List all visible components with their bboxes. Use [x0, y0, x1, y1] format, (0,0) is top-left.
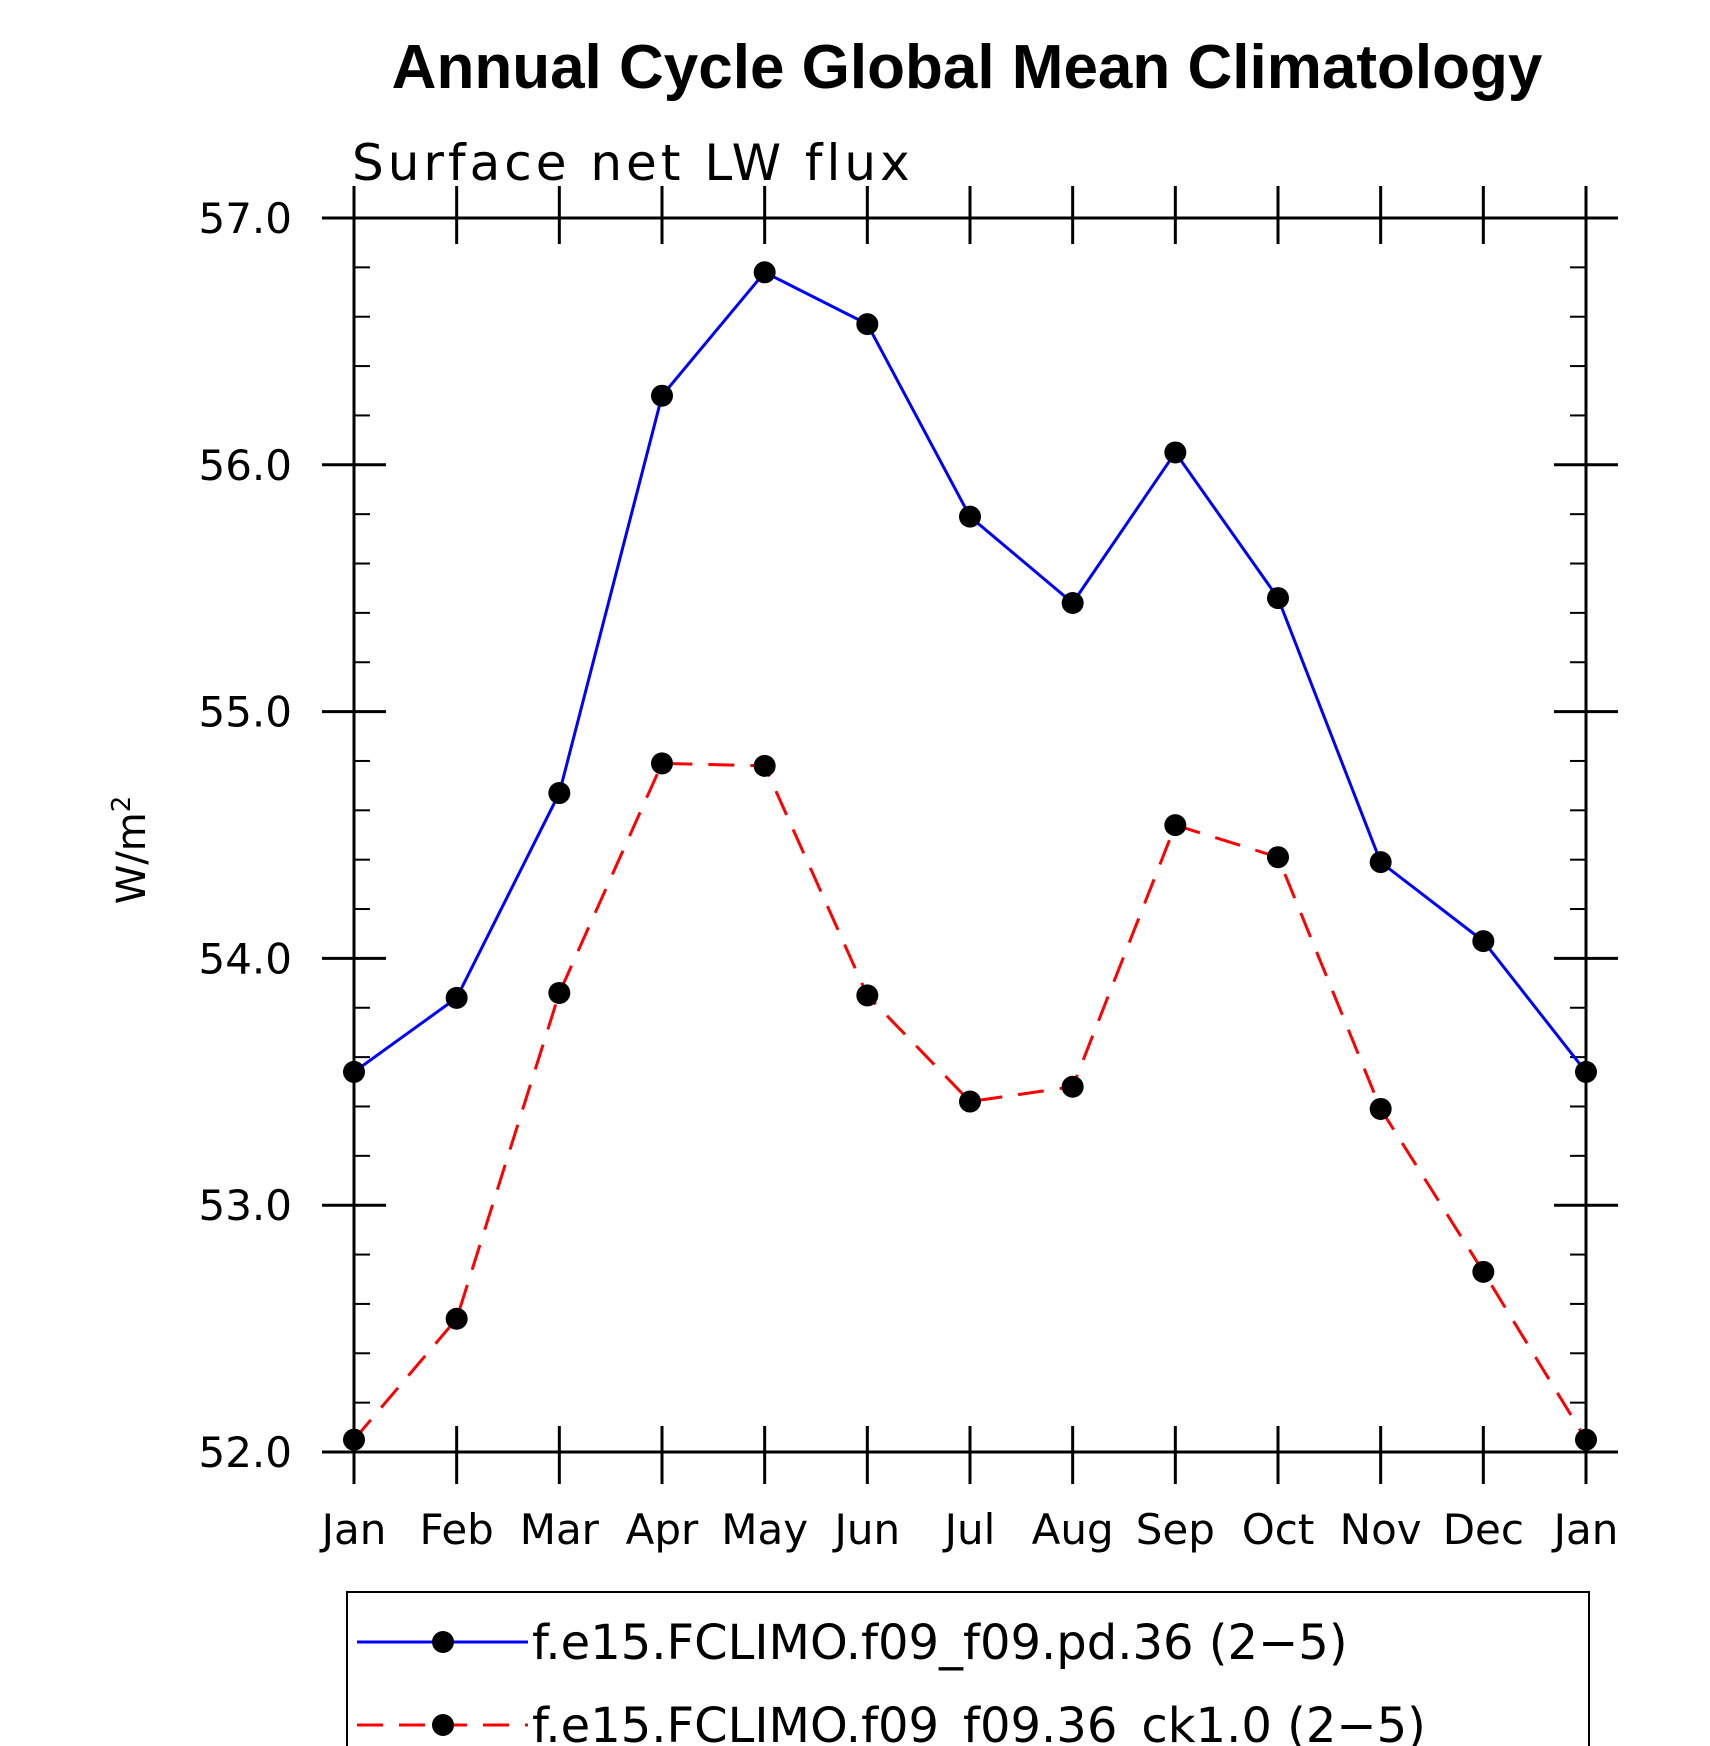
x-tick-label: Apr: [626, 1505, 699, 1554]
y-tick-label: 57.0: [198, 194, 292, 243]
series-2-point: [1164, 814, 1187, 837]
y-tick-label: 54.0: [198, 934, 292, 983]
series-1-point: [1061, 592, 1084, 615]
x-tick-label: Mar: [520, 1505, 600, 1554]
series-lines: [352, 270, 1588, 1441]
x-tick-label: Sep: [1136, 1505, 1215, 1554]
series-1-point: [1267, 587, 1289, 610]
series-1-point: [343, 1060, 365, 1083]
x-tick-label: Nov: [1340, 1505, 1422, 1554]
series-2-point: [651, 752, 673, 775]
series-1-point: [959, 505, 981, 528]
series-2-point: [343, 1428, 365, 1451]
series-2-point: [1061, 1075, 1084, 1098]
legend-marker-2: [432, 1714, 454, 1736]
x-tick-labels: Jan Feb Mar Apr May Jun Jul Aug Sep Oct Nov Dec Jan: [319, 1505, 1619, 1554]
chart-title: Annual Cycle Global Mean Climatology: [392, 33, 1543, 102]
series-1-point: [1472, 930, 1495, 953]
series-2-point: [1267, 846, 1289, 869]
legend: f.e15.FCLIMO.f09_f09.pd.36 (2−5) f.e15.FC…: [346, 1591, 1590, 1746]
series-1-point: [445, 986, 468, 1009]
y-axis-label-unit: W/m: [109, 812, 155, 904]
legend-marker-1: [432, 1631, 454, 1653]
x-tick-label: Oct: [1242, 1505, 1315, 1554]
series-markers: [343, 261, 1597, 1451]
x-tick-label: Jun: [832, 1505, 901, 1554]
series-1-point: [753, 261, 776, 284]
series-line-1: [353, 270, 1588, 1074]
legend-label-1: f.e15.FCLIMO.f09_f09.pd.36 (2−5): [532, 1615, 1348, 1671]
y-tick-label: 53.0: [198, 1181, 292, 1230]
x-tick-label: Feb: [419, 1505, 493, 1554]
series-2-point: [445, 1307, 468, 1330]
series-2-point: [856, 984, 879, 1007]
y-tick-labels: 52.0 53.0 54.0 55.0 56.0 57.0: [198, 194, 292, 1477]
x-tick-label: May: [721, 1505, 808, 1554]
x-tick-label: Jul: [942, 1505, 996, 1554]
series-1-point: [1575, 1060, 1597, 1083]
series-2-point: [548, 981, 571, 1004]
x-tick-label: Jan: [319, 1505, 387, 1554]
x-tick-label: Dec: [1443, 1505, 1524, 1554]
axis-ticks: [322, 186, 1618, 1484]
y-tick-label: 55.0: [198, 688, 292, 737]
series-2-point: [1575, 1428, 1597, 1451]
series-2-point: [959, 1090, 981, 1113]
y-axis-label-exponent: 2: [107, 796, 137, 813]
chart-subtitle: Surface net LW flux: [352, 134, 914, 192]
series-1-point: [548, 782, 571, 805]
y-tick-label: 52.0: [198, 1428, 292, 1477]
series-2-point: [1369, 1097, 1392, 1120]
legend-entries: f.e15.FCLIMO.f09_f09.pd.36 (2−5) f.e15.FC…: [357, 1615, 1426, 1746]
series-1-point: [856, 313, 879, 336]
series-1-point: [651, 384, 673, 407]
y-axis-label: W/m2: [107, 796, 155, 905]
y-tick-label: 56.0: [198, 441, 292, 490]
legend-label-2: f.e15.FCLIMO.f09_f09.36_ck1.0 (2−5): [532, 1698, 1426, 1746]
x-tick-label: Aug: [1032, 1505, 1114, 1554]
series-1-point: [1164, 441, 1187, 464]
series-2-point: [753, 754, 776, 777]
series-2-point: [1472, 1260, 1495, 1283]
x-tick-label: Jan: [1551, 1505, 1619, 1554]
legend-box: [346, 1591, 1590, 1746]
series-1-point: [1369, 851, 1392, 874]
